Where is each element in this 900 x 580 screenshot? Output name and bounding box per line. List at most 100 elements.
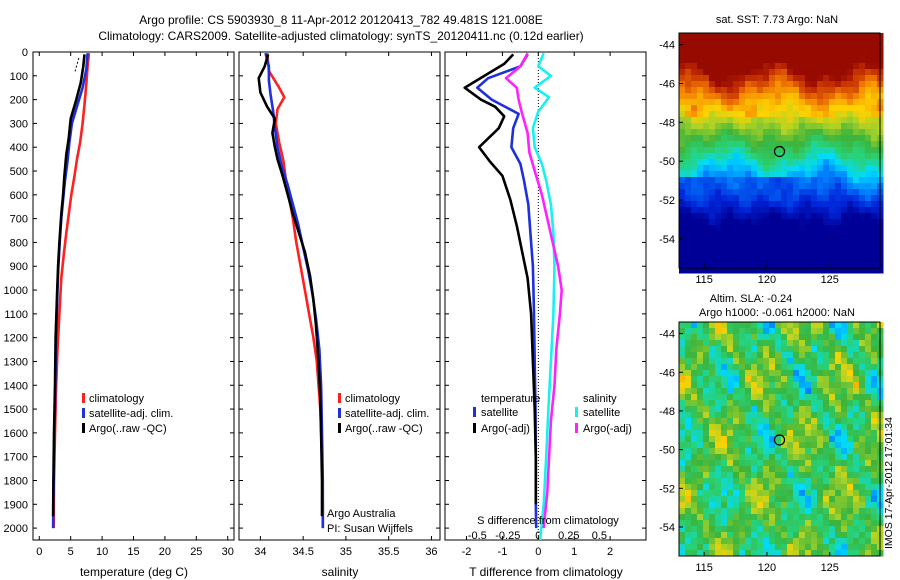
map-cell [751,117,758,124]
map-cell [721,472,728,479]
map-cell [739,442,746,449]
depth-tick-label: 1800 [4,475,28,487]
map-cell [757,195,764,202]
map-cell [787,454,794,461]
map-cell [691,448,698,455]
map-cell [841,165,848,172]
map-cell [853,183,860,190]
map-cell [865,231,872,238]
map-cell [829,129,836,136]
map-cell [757,225,764,232]
map-cell [703,358,710,365]
map-cell [685,87,692,94]
map-cell [865,261,872,268]
map-cell [781,201,788,208]
map-cell [865,508,872,515]
map-cell [727,364,734,371]
map-cell [799,370,806,377]
map-cell [769,412,776,419]
map-cell [787,153,794,160]
map-cell [817,117,824,124]
map-cell [745,117,752,124]
map-cell [847,400,854,407]
map-cell [829,430,836,437]
sal-legend-sat: satellite-adj. clim. [345,408,429,420]
map-cell [799,177,806,184]
map-cell [757,189,764,196]
map-cell [811,400,818,407]
map-cell [703,123,710,130]
map-cell [853,490,860,497]
map-cell [853,243,860,250]
map-cell [685,243,692,250]
map-cell [811,51,818,58]
map-cell [679,502,686,509]
map-cell [871,532,878,539]
map-cell [871,346,878,353]
map-cell [865,418,872,425]
map-cell [679,526,686,533]
map-cell [793,448,800,455]
map-cell [823,412,830,419]
map-cell [721,514,728,521]
map-cell [793,69,800,76]
map-cell [829,496,836,503]
title-line-1: Argo profile: CS 5903930_8 11-Apr-2012 2… [139,13,542,27]
map-cell [823,496,830,503]
map-cell [817,93,824,100]
map-cell [751,466,758,473]
map-cell [829,322,836,329]
map-cell [745,514,752,521]
map-cell [823,490,830,497]
map-cell [847,261,854,268]
map-cell [847,550,854,557]
map-cell [769,195,776,202]
series-argo-raw-qc- [51,54,86,517]
map-cell [865,370,872,377]
map-cell [775,177,782,184]
map-cell [709,412,716,419]
map-cell [823,231,830,238]
map-cell [745,394,752,401]
series-t-argo-adj- [463,53,538,505]
map-cell [781,153,788,160]
map-cell [805,430,812,437]
map-cell [703,129,710,136]
map-cell [763,201,770,208]
sst-map-xtick-label: 115 [695,274,713,286]
map-cell [739,412,746,419]
map-cell [781,418,788,425]
map-cell [697,255,704,262]
map-cell [745,147,752,154]
map-cell [709,153,716,160]
map-cell [757,141,764,148]
map-cell [829,189,836,196]
map-cell [763,69,770,76]
map-cell [871,472,878,479]
map-cell [847,87,854,94]
map-cell [823,81,830,88]
map-cell [679,454,686,461]
map-cell [715,225,722,232]
map-cell [787,45,794,52]
map-cell [721,237,728,244]
map-cell [781,87,788,94]
map-cell [739,63,746,70]
map-cell [757,33,764,40]
map-cell [865,201,872,208]
map-cell [763,99,770,106]
map-cell [757,75,764,82]
map-cell [805,526,812,533]
map-cell [709,460,716,467]
depth-tick-label: 400 [10,142,28,154]
map-cell [865,340,872,347]
sst-map-ytick-label: -44 [659,40,675,52]
map-cell [859,400,866,407]
map-cell [787,105,794,112]
map-cell [739,99,746,106]
map-cell [703,219,710,226]
map-cell [691,550,698,557]
map-cell [781,189,788,196]
map-cell [757,261,764,268]
map-cell [721,364,728,371]
